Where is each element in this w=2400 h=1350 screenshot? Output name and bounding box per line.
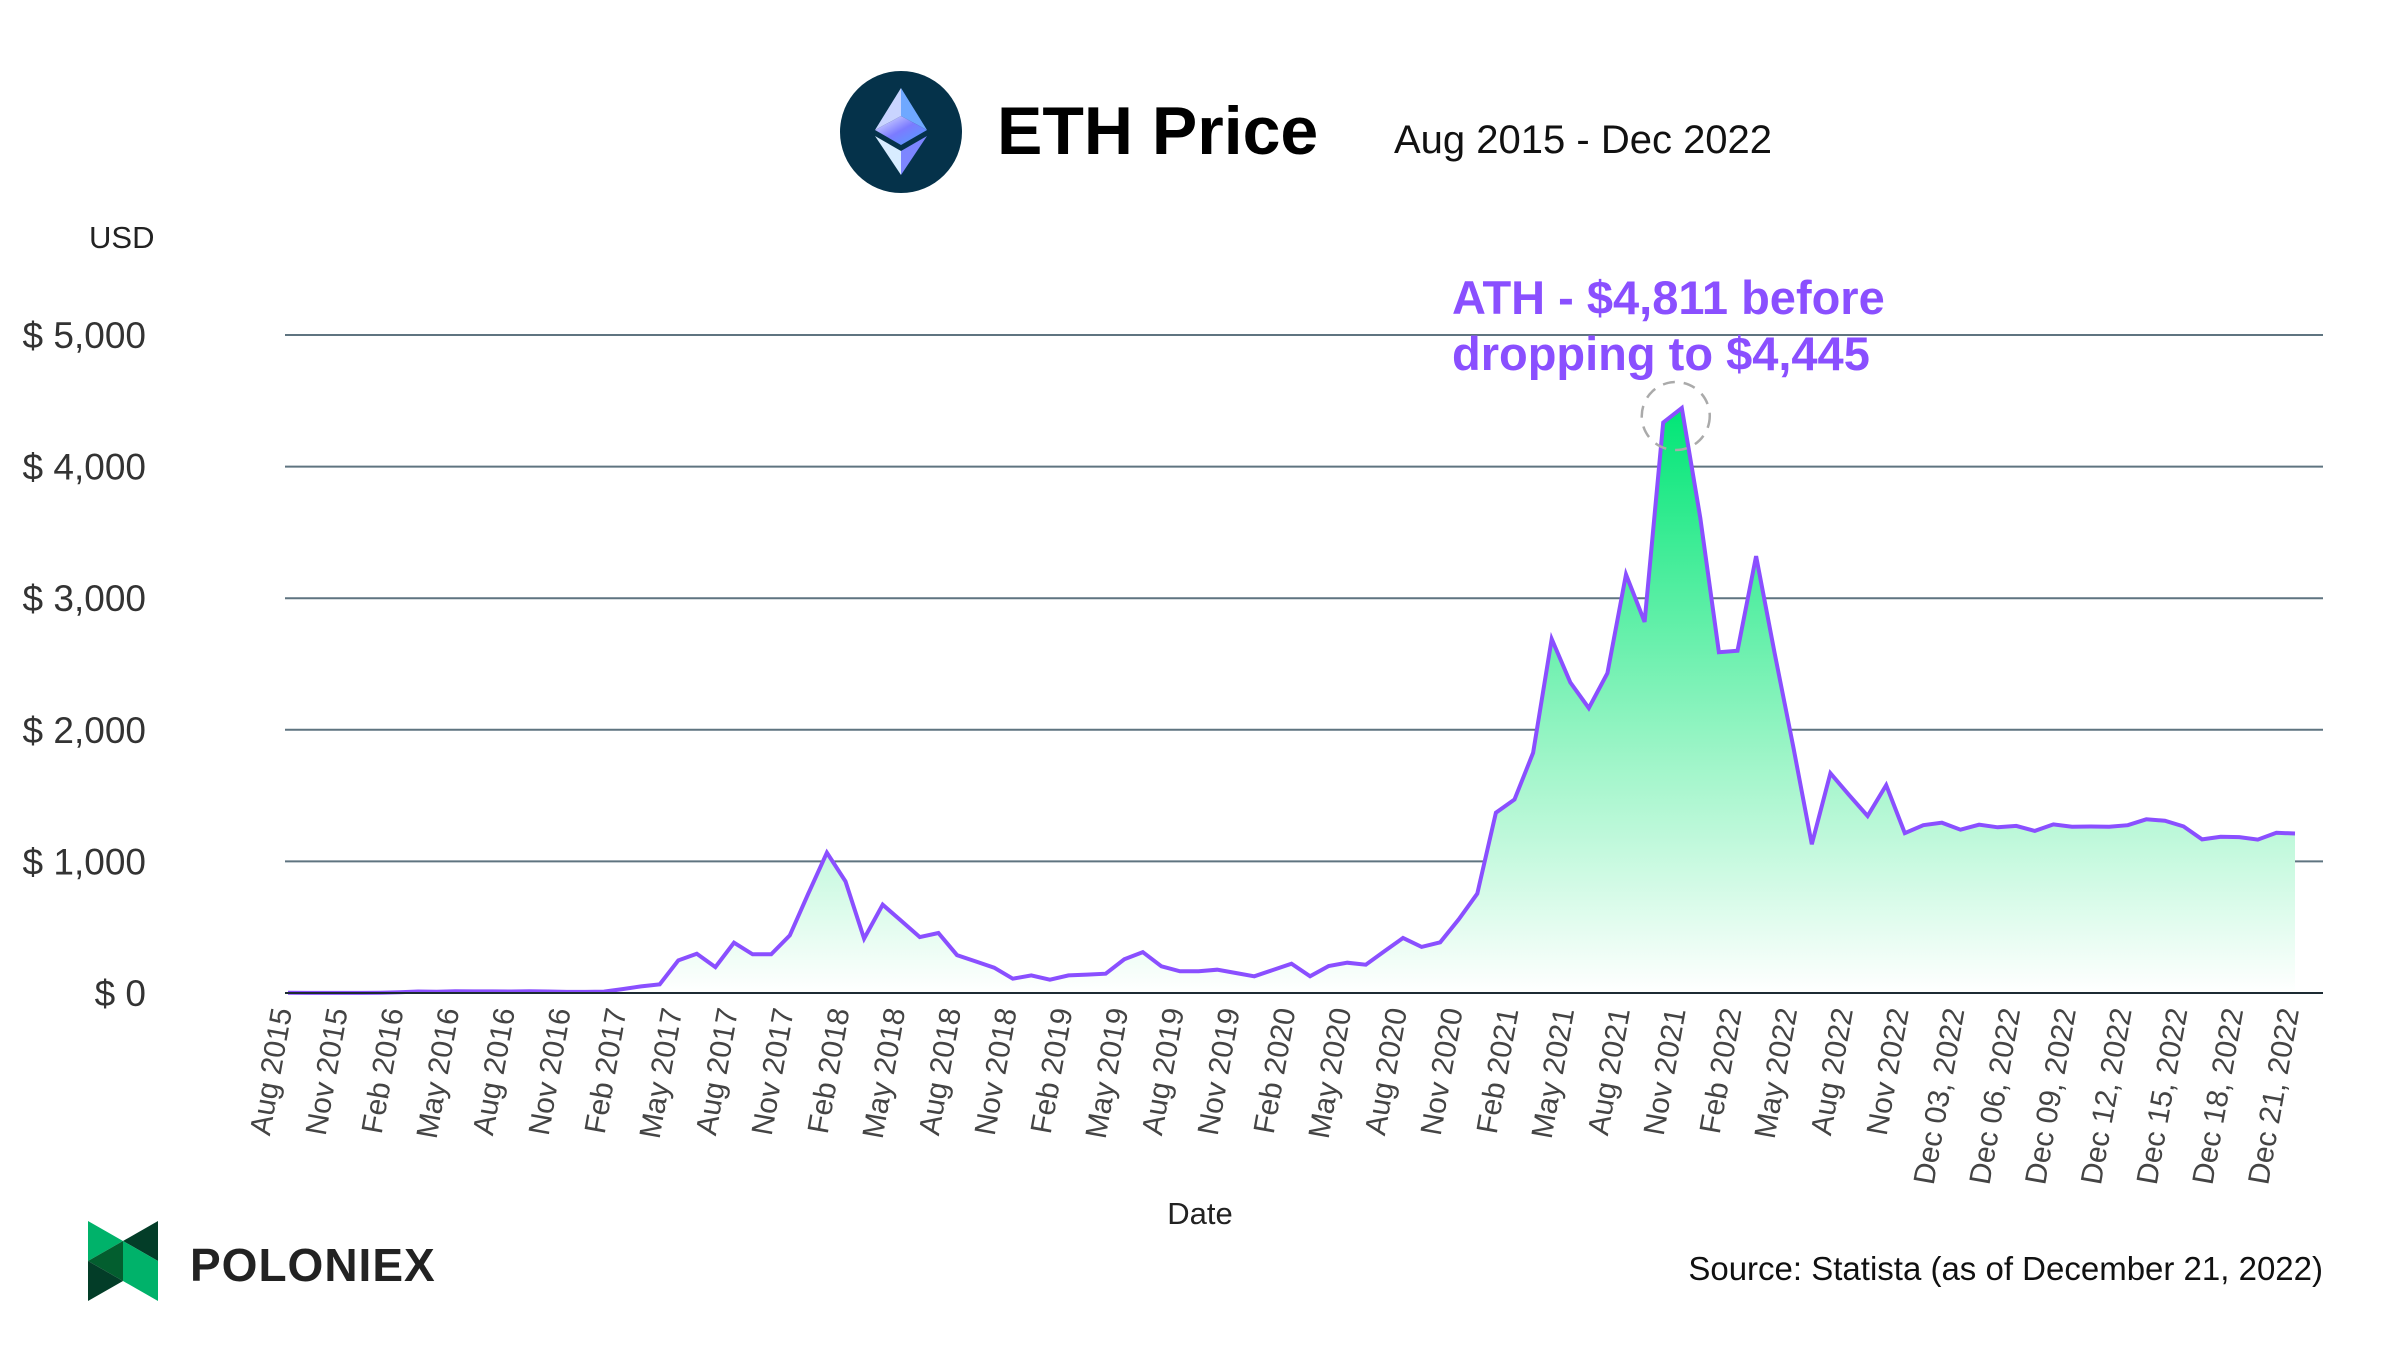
x-tick-label: Nov 2020 <box>1415 1005 1470 1137</box>
x-tick-label: Nov 2019 <box>1192 1005 1247 1137</box>
x-tick-label: Nov 2021 <box>1638 1005 1693 1137</box>
x-axis-label: Date <box>1167 1196 1233 1231</box>
y-axis-label: USD <box>89 220 155 255</box>
x-tick-label: Aug 2016 <box>467 1005 522 1137</box>
ethereum-logo-icon <box>840 71 962 193</box>
x-tick-label: Aug 2015 <box>244 1005 299 1137</box>
chart-date-range: Aug 2015 - Dec 2022 <box>1394 118 1773 162</box>
ath-annotation-line2: dropping to $4,445 <box>1452 327 1870 380</box>
x-tick-label: Feb 2018 <box>802 1005 857 1136</box>
x-tick-label: Aug 2021 <box>1582 1005 1637 1137</box>
x-tick-label: May 2016 <box>411 1005 466 1140</box>
x-tick-label: May 2018 <box>857 1005 912 1140</box>
y-tick-label: $ 4,000 <box>23 447 146 488</box>
x-tick-label: May 2020 <box>1303 1005 1358 1140</box>
x-tick-label: Feb 2019 <box>1025 1005 1080 1136</box>
x-tick-label: Dec 18, 2022 <box>2187 1005 2250 1186</box>
x-tick-label: Nov 2017 <box>746 1005 801 1137</box>
x-tick-label: Feb 2021 <box>1471 1005 1526 1136</box>
x-tick-label: Feb 2020 <box>1248 1005 1303 1136</box>
x-tick-label: Feb 2016 <box>356 1005 411 1136</box>
ath-highlight-circle <box>1640 380 1711 452</box>
x-tick-label: Dec 06, 2022 <box>1964 1005 2027 1186</box>
x-tick-label: Dec 12, 2022 <box>2075 1005 2138 1186</box>
x-tick-label: Nov 2022 <box>1861 1005 1916 1137</box>
x-tick-label: Aug 2017 <box>690 1005 745 1137</box>
x-tick-label: Dec 09, 2022 <box>2019 1005 2082 1186</box>
y-tick-label: $ 2,000 <box>23 710 146 751</box>
x-tick-label: May 2019 <box>1080 1005 1135 1140</box>
y-tick-label: $ 5,000 <box>23 315 146 356</box>
x-tick-label: Nov 2018 <box>969 1005 1024 1137</box>
x-tick-label: Dec 21, 2022 <box>2242 1005 2305 1186</box>
x-tick-label: Aug 2022 <box>1805 1005 1860 1137</box>
y-tick-label: $ 3,000 <box>23 578 146 619</box>
price-area <box>288 408 2295 993</box>
x-tick-label: May 2022 <box>1749 1005 1804 1140</box>
x-tick-label: Aug 2019 <box>1136 1005 1191 1137</box>
x-tick-label: Aug 2020 <box>1359 1005 1414 1137</box>
brand-name: POLONIEX <box>190 1239 436 1291</box>
x-tick-label: Nov 2016 <box>523 1005 578 1137</box>
source-note: Source: Statista (as of December 21, 202… <box>1688 1250 2323 1287</box>
chart-title: ETH Price <box>997 93 1319 169</box>
ath-annotation-line1: ATH - $4,811 before <box>1452 271 1885 324</box>
x-tick-label: Nov 2015 <box>300 1005 355 1137</box>
x-tick-label: Dec 15, 2022 <box>2131 1005 2194 1186</box>
y-tick-label: $ 0 <box>95 973 146 1014</box>
x-tick-label: Feb 2022 <box>1694 1005 1749 1136</box>
x-tick-label: May 2017 <box>634 1005 689 1140</box>
ath-annotation: ATH - $4,811 before dropping to $4,445 <box>1452 270 1885 382</box>
x-tick-label: Aug 2018 <box>913 1005 968 1137</box>
x-tick-label: Dec 03, 2022 <box>1908 1005 1971 1186</box>
poloniex-logo-icon <box>88 1221 158 1301</box>
y-tick-label: $ 1,000 <box>23 841 146 882</box>
x-tick-label: Feb 2017 <box>579 1005 634 1136</box>
x-tick-label: May 2021 <box>1526 1005 1581 1140</box>
